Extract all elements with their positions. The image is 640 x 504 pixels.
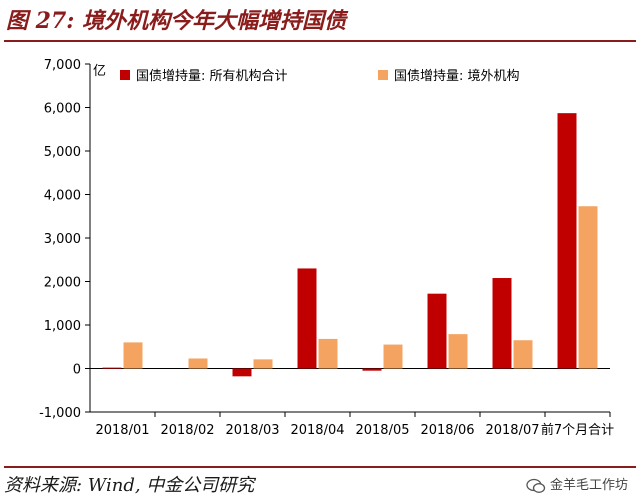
x-tick-label: 2018/04 [290, 423, 344, 438]
bar-series2 [448, 334, 468, 369]
bar-series1 [297, 268, 317, 369]
bar-series1 [102, 367, 122, 369]
legend-swatch-series1 [120, 70, 130, 80]
y-tick-label: 2,000 [44, 276, 81, 291]
x-tick-label: 2018/03 [225, 423, 279, 438]
bar-series2 [253, 359, 273, 369]
y-tick-label: 1,000 [44, 319, 81, 334]
bar-series1 [492, 278, 512, 369]
bar-series1 [557, 113, 577, 369]
bar-series1 [427, 293, 447, 369]
y-tick-label: 7,000 [44, 58, 81, 73]
y-tick-label: 5,000 [44, 145, 81, 160]
bar-chart: 7,000 6,000 5,000 4,000 3,000 2,000 1,000 0 -1,0… [39, 58, 614, 438]
source-divider [4, 466, 636, 468]
bar-series1 [232, 368, 252, 377]
y-tick-label: -1,000 [39, 406, 81, 421]
legend-label-series2: 国债增持量: 境外机构 [394, 69, 520, 84]
x-tick-label: 2018/06 [420, 423, 474, 438]
wechat-icon [526, 478, 546, 493]
x-tick-label: 2018/01 [95, 423, 149, 438]
watermark: 金羊毛工作坊 [526, 474, 628, 498]
legend-swatch-series2 [378, 70, 388, 80]
y-tick-label: 0 [73, 363, 81, 378]
bar-series2 [383, 344, 403, 369]
y-tick-label: 3,000 [44, 232, 81, 247]
y-tick-label: 6,000 [44, 102, 81, 117]
bar-series2 [513, 340, 533, 369]
bar-series2 [188, 358, 208, 369]
watermark-text: 金羊毛工作坊 [549, 478, 628, 493]
bar-series2 [318, 338, 338, 369]
bar-series2 [123, 342, 143, 369]
x-tick-label: 2018/02 [160, 423, 214, 438]
figure-title: 图 27: 境外机构今年大幅增持国债 [6, 8, 347, 34]
legend-label-series1: 国债增持量: 所有机构合计 [136, 69, 288, 84]
x-tick-label: 前7个月合计 [541, 422, 614, 438]
bar-series2 [578, 206, 598, 369]
x-tick-label: 2018/05 [355, 423, 409, 438]
source-note: 资料来源: Wind, 中金公司研究 [4, 475, 255, 496]
y-tick-label: 4,000 [44, 189, 81, 204]
x-tick-label: 2018/07 [485, 423, 539, 438]
title-divider [4, 40, 636, 42]
bar-series1 [362, 368, 382, 371]
y-axis-unit: 亿 [93, 64, 106, 79]
